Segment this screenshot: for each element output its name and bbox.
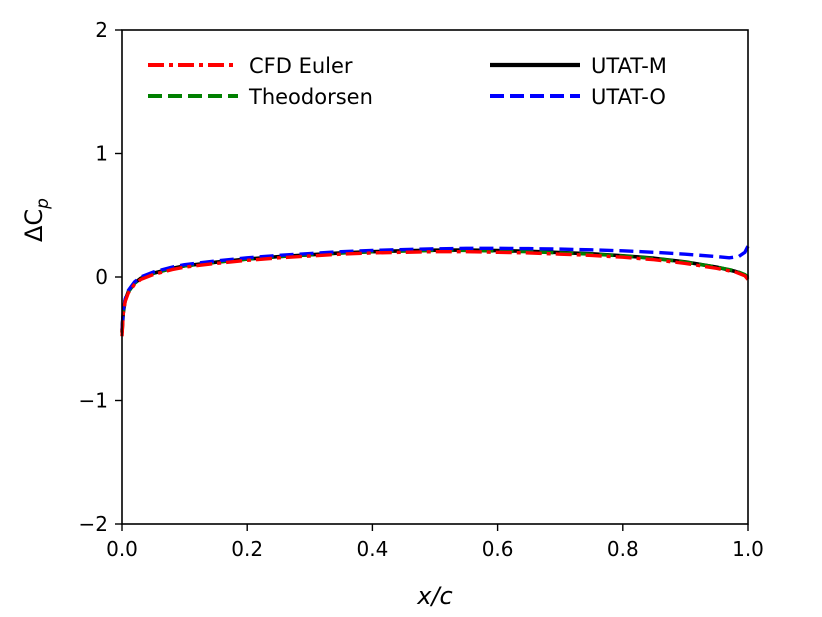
x-tick-label: 0.0 bbox=[106, 537, 138, 561]
legend-label-theodorsen: Theodorsen bbox=[248, 85, 373, 109]
plot-background bbox=[122, 30, 748, 524]
x-tick-label: 0.6 bbox=[482, 537, 514, 561]
series-line-utat-o bbox=[120, 245, 750, 331]
y-tick-label: 0 bbox=[95, 265, 108, 289]
x-tick-label: 0.8 bbox=[607, 537, 639, 561]
x-axis: 0.0 0.2 0.4 0.6 0.8 1.0 bbox=[106, 524, 764, 561]
y-tick-label: 1 bbox=[95, 142, 108, 166]
legend-label-utat-m: UTAT-M bbox=[591, 54, 667, 78]
x-tick-label: 0.4 bbox=[356, 537, 388, 561]
x-tick-label: 0.2 bbox=[231, 537, 263, 561]
y-axis-label: ΔCp bbox=[20, 198, 53, 242]
y-tick-label: −2 bbox=[79, 512, 108, 536]
y-tick-label: −1 bbox=[79, 389, 108, 413]
y-tick-label: 2 bbox=[95, 18, 108, 42]
x-axis-label: x/c bbox=[416, 582, 452, 610]
x-tick-label: 1.0 bbox=[732, 537, 764, 561]
legend: CFD Euler Theodorsen UTAT-M UTAT-O bbox=[148, 54, 667, 109]
legend-label-cfd-euler: CFD Euler bbox=[249, 54, 353, 78]
series-layer bbox=[120, 245, 750, 337]
legend-label-utat-o: UTAT-O bbox=[591, 85, 666, 109]
y-axis: −2 −1 0 1 2 bbox=[79, 18, 122, 536]
